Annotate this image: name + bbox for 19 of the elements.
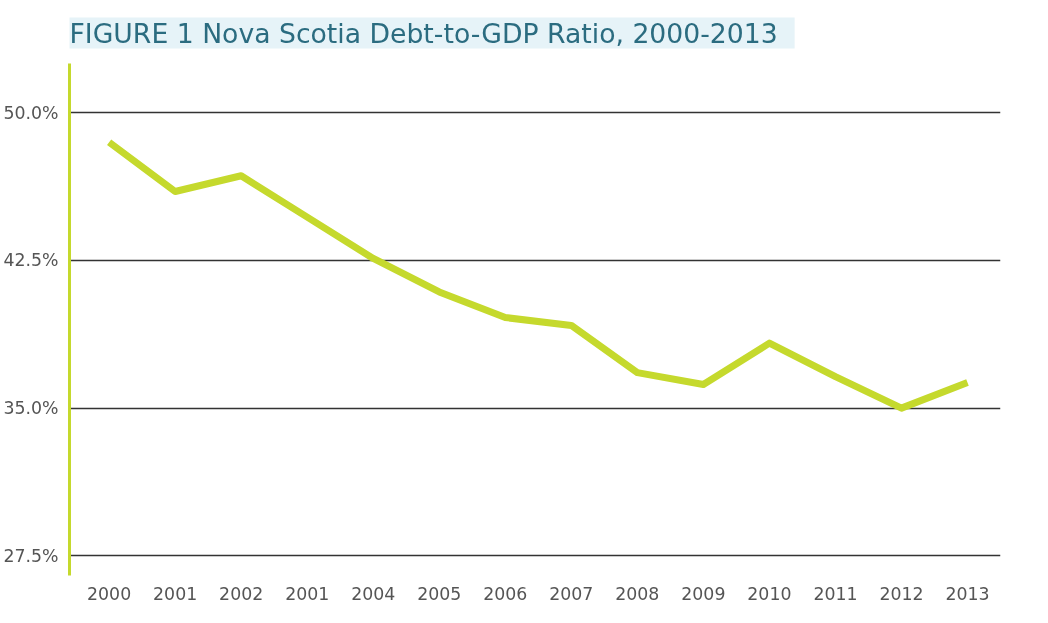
x-tick-label: 2001 <box>285 583 330 604</box>
x-tick-label: 2013 <box>945 583 990 604</box>
x-tick-label: 2010 <box>747 583 792 604</box>
y-tick-label: 42.5% <box>3 250 59 271</box>
x-tick-label: 2008 <box>615 583 660 604</box>
y-tick-label: 50.0% <box>3 102 59 123</box>
x-tick-label: 2001 <box>153 583 198 604</box>
x-tick-label: 2005 <box>417 583 462 604</box>
x-tick-label: 2000 <box>87 583 132 604</box>
x-tick-label: 2012 <box>879 583 924 604</box>
x-tick-label: 2011 <box>813 583 858 604</box>
x-tick-label: 2007 <box>549 583 594 604</box>
x-tick-label: 2002 <box>219 583 264 604</box>
y-tick-label: 27.5% <box>3 545 59 566</box>
chart-title: FIGURE 1 Nova Scotia Debt-to-GDP Ratio, 2000-2013 <box>69 17 778 49</box>
x-tick-label: 2009 <box>681 583 726 604</box>
x-tick-label: 2006 <box>483 583 528 604</box>
y-tick-label: 35.0% <box>3 398 59 419</box>
x-tick-label: 2004 <box>351 583 396 604</box>
